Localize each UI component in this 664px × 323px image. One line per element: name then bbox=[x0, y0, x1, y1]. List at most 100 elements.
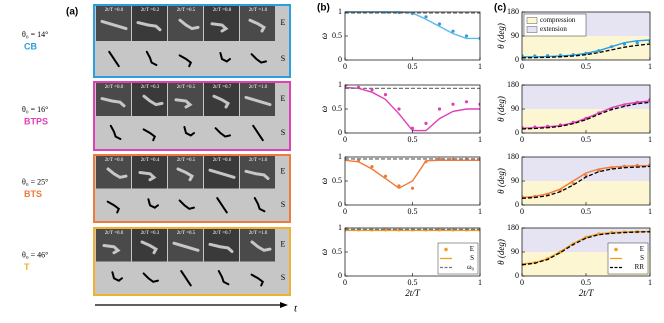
simulation-shape bbox=[142, 272, 159, 283]
bacterium-image bbox=[100, 97, 126, 108]
series-line bbox=[345, 11, 480, 40]
series-line bbox=[521, 100, 651, 129]
simulation-shape bbox=[217, 270, 230, 286]
legend-label: S bbox=[470, 254, 474, 262]
simulation-shape bbox=[178, 54, 193, 68]
simulation-shape bbox=[108, 50, 120, 68]
legend-label: ω₀ bbox=[467, 263, 475, 271]
x-axis-label: 2t/T bbox=[579, 288, 595, 298]
bacterium-image bbox=[106, 167, 128, 179]
y-axis-label: θ (deg) bbox=[496, 96, 506, 122]
data-point bbox=[451, 102, 455, 106]
x-tick-label: 0 bbox=[343, 135, 347, 144]
y-tick-label: 180 bbox=[507, 80, 519, 89]
y-tick-label: 90 bbox=[511, 31, 519, 40]
time-label: 2t/T =1.0 bbox=[249, 231, 268, 236]
data-point bbox=[383, 174, 388, 178]
y-tick-label: 0 bbox=[515, 55, 519, 64]
series-line bbox=[521, 231, 651, 266]
y-tick-label: 0 bbox=[515, 200, 519, 209]
bacteria-name: BTS bbox=[24, 189, 42, 199]
x-tick-label: 1 bbox=[648, 62, 652, 71]
time-label: 2t/T =0.5 bbox=[177, 85, 196, 90]
simulation-shape bbox=[142, 128, 157, 142]
legend-marker bbox=[444, 247, 448, 252]
axes-frame bbox=[344, 84, 481, 134]
simulation-shape bbox=[183, 126, 195, 137]
arrow-head bbox=[280, 302, 288, 308]
row-label-e: E bbox=[281, 18, 286, 27]
series-line bbox=[521, 43, 651, 59]
y-axis-label: ω bbox=[319, 178, 329, 184]
bacterium-image bbox=[174, 98, 193, 109]
simulation-shape bbox=[250, 273, 265, 287]
simulation-shape bbox=[109, 124, 122, 140]
x-tick-label: 0.5 bbox=[408, 135, 418, 144]
time-label: 2t/T =0.4 bbox=[141, 158, 160, 163]
x-axis-label: 2t/T bbox=[405, 288, 421, 298]
time-label: 2t/T =0.5 bbox=[177, 231, 196, 236]
bacterium-image bbox=[212, 94, 231, 109]
data-point bbox=[370, 165, 374, 169]
bacterium-image bbox=[244, 95, 272, 107]
x-tick-label: 1 bbox=[648, 278, 652, 287]
x-tick-label: 0.5 bbox=[408, 62, 418, 71]
x-tick-label: 1 bbox=[478, 207, 482, 216]
y-tick-label: 0.5 bbox=[332, 104, 342, 113]
data-point bbox=[397, 107, 401, 111]
x-tick-label: 1 bbox=[478, 278, 482, 287]
region-band bbox=[522, 109, 650, 133]
time-label: 2t/T =0.6 bbox=[213, 158, 232, 163]
theta-label: θ₀ = 46° bbox=[22, 250, 48, 259]
region-band bbox=[522, 85, 650, 109]
y-tick-label: 0.5 bbox=[332, 247, 342, 256]
x-tick-label: 0 bbox=[520, 207, 524, 216]
y-tick-label: 0 bbox=[515, 271, 519, 280]
time-label: 2t/T =0.7 bbox=[213, 231, 232, 236]
theta-label: θ₀ = 16° bbox=[22, 105, 48, 114]
y-tick-label: 1 bbox=[338, 223, 342, 232]
data-point bbox=[464, 100, 469, 104]
y-tick-label: 0.5 bbox=[332, 176, 342, 185]
bacterium-image bbox=[250, 240, 272, 252]
x-tick-label: 1 bbox=[648, 135, 652, 144]
bacteria-name: CB bbox=[24, 41, 37, 51]
legend-label: extension bbox=[540, 25, 567, 33]
y-tick-label: 1 bbox=[338, 152, 342, 161]
time-label: 2t/T =0.3 bbox=[141, 231, 160, 236]
time-label: 2t/T =0.8 bbox=[213, 8, 232, 13]
time-label: 2t/T =0.0 bbox=[105, 85, 124, 90]
legend-swatch bbox=[526, 17, 538, 24]
y-tick-label: 180 bbox=[507, 223, 519, 232]
time-label: 2t/T =0.7 bbox=[213, 85, 232, 90]
simulation-shape bbox=[147, 198, 159, 209]
legend-box bbox=[523, 13, 587, 37]
bacterium-image bbox=[176, 167, 195, 182]
y-axis-label: θ (deg) bbox=[496, 23, 506, 49]
y-tick-label: 90 bbox=[511, 247, 519, 256]
bacterium-image bbox=[178, 18, 200, 31]
legend-label: E bbox=[470, 245, 474, 253]
y-tick-label: 0 bbox=[515, 128, 519, 137]
legend-swatch bbox=[526, 26, 538, 33]
x-tick-label: 0 bbox=[343, 278, 347, 287]
y-tick-label: 0.5 bbox=[332, 31, 342, 40]
y-axis-label: ω bbox=[319, 33, 329, 39]
series-line bbox=[344, 159, 480, 190]
y-axis-label: θ (deg) bbox=[496, 168, 506, 194]
simulation-shape bbox=[250, 53, 267, 64]
x-tick-label: 0.5 bbox=[581, 135, 591, 144]
series-line bbox=[522, 39, 651, 58]
simulation-shape bbox=[253, 197, 266, 213]
row-label-e: E bbox=[281, 167, 286, 176]
y-tick-label: 180 bbox=[507, 7, 519, 16]
region-band bbox=[522, 181, 650, 205]
y-tick-label: 0 bbox=[338, 128, 342, 137]
bacterium-image bbox=[102, 244, 121, 255]
series-line bbox=[344, 86, 480, 132]
x-tick-label: 0.5 bbox=[408, 278, 418, 287]
x-tick-label: 0.5 bbox=[581, 207, 591, 216]
x-tick-label: 0.5 bbox=[581, 278, 591, 287]
y-tick-label: 0 bbox=[338, 200, 342, 209]
